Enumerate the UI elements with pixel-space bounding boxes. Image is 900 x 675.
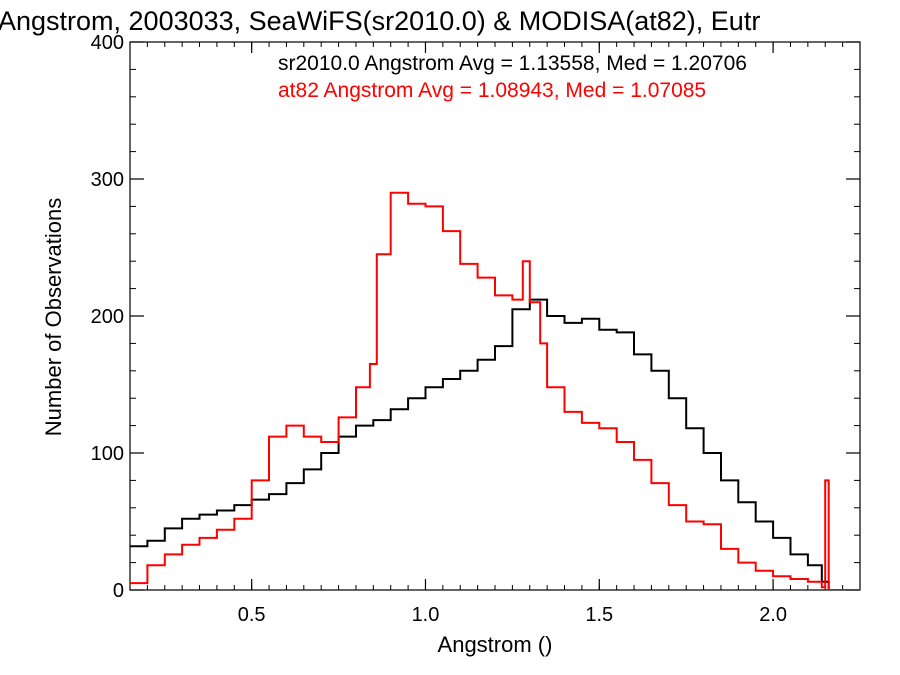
y-tick-label: 300: [91, 169, 124, 191]
y-tick-label: 400: [91, 32, 124, 54]
x-tick-label: 1.0: [412, 604, 440, 626]
y-tick-label: 200: [91, 306, 124, 328]
y-tick-label: 0: [113, 580, 124, 602]
x-axis-ticks: 0.5 1.0 1.5 2.0: [146, 42, 861, 626]
series-layer: [130, 191, 860, 590]
x-axis-label: Angstrom (): [438, 632, 553, 657]
series-line-at82: [130, 191, 860, 590]
axes-frame: [129, 41, 861, 591]
y-tick-label: 100: [91, 443, 124, 465]
plot-frame: [129, 41, 861, 591]
legend-entry-at82: at82 Angstrom Avg = 1.08943, Med = 1.070…: [278, 79, 706, 102]
x-tick-label: 1.5: [585, 604, 613, 626]
series-line-sr2010.0: [130, 298, 860, 590]
chart-title: Angstrom, 2003033, SeaWiFS(sr2010.0) & M…: [0, 6, 760, 36]
legend-entry-sr2010: sr2010.0 Angstrom Avg = 1.13558, Med = 1…: [278, 52, 747, 75]
x-tick-label: 2.0: [759, 604, 787, 626]
y-axis-label: Number of Observations: [41, 198, 66, 436]
x-tick-label: 0.5: [238, 604, 266, 626]
y-axis-ticks: 0 100 200 300 400: [91, 32, 860, 602]
